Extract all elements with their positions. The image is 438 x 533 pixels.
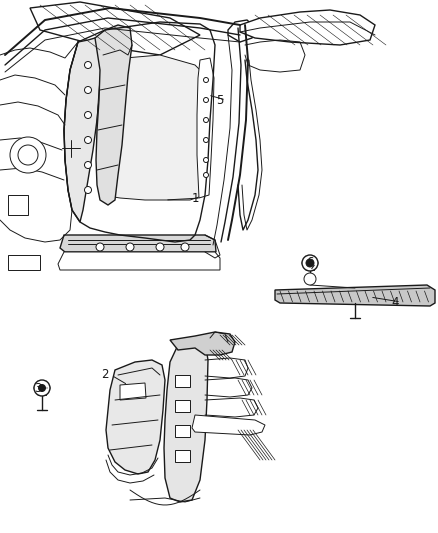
Circle shape <box>204 77 208 83</box>
Polygon shape <box>175 400 190 412</box>
Polygon shape <box>175 425 190 437</box>
Polygon shape <box>8 195 28 215</box>
Circle shape <box>85 111 92 118</box>
Polygon shape <box>275 285 435 306</box>
Text: 6: 6 <box>306 256 314 270</box>
Polygon shape <box>170 332 235 355</box>
Polygon shape <box>175 375 190 387</box>
Circle shape <box>34 380 50 396</box>
Text: 3: 3 <box>34 382 42 394</box>
Text: 2: 2 <box>101 368 109 382</box>
Polygon shape <box>30 2 200 55</box>
Circle shape <box>10 137 46 173</box>
Circle shape <box>204 98 208 102</box>
Circle shape <box>156 243 164 251</box>
Circle shape <box>85 187 92 193</box>
Circle shape <box>304 273 316 285</box>
Circle shape <box>302 255 318 271</box>
Circle shape <box>85 136 92 143</box>
Text: 4: 4 <box>391 295 399 309</box>
Polygon shape <box>197 58 214 198</box>
Circle shape <box>181 243 189 251</box>
Polygon shape <box>240 10 375 45</box>
Circle shape <box>96 243 104 251</box>
Polygon shape <box>58 252 220 270</box>
Circle shape <box>204 117 208 123</box>
Circle shape <box>39 384 46 392</box>
Polygon shape <box>97 55 212 200</box>
Polygon shape <box>8 255 40 270</box>
Polygon shape <box>64 38 102 222</box>
Polygon shape <box>228 20 256 42</box>
Polygon shape <box>95 25 132 205</box>
Circle shape <box>85 86 92 93</box>
Polygon shape <box>192 415 265 435</box>
Circle shape <box>204 157 208 163</box>
Text: 5: 5 <box>216 93 224 107</box>
Circle shape <box>204 138 208 142</box>
Polygon shape <box>120 383 146 400</box>
Polygon shape <box>175 450 190 462</box>
Circle shape <box>18 145 38 165</box>
Polygon shape <box>60 235 216 252</box>
Circle shape <box>204 173 208 177</box>
Circle shape <box>85 61 92 69</box>
Polygon shape <box>164 340 208 502</box>
Circle shape <box>126 243 134 251</box>
Circle shape <box>85 161 92 168</box>
Text: 1: 1 <box>191 191 199 205</box>
Polygon shape <box>106 360 165 474</box>
Circle shape <box>306 259 314 267</box>
